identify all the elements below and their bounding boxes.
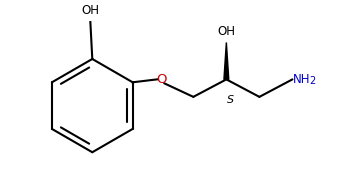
Text: O: O xyxy=(157,73,167,86)
Text: NH: NH xyxy=(293,73,310,86)
Polygon shape xyxy=(224,43,229,79)
Text: 2: 2 xyxy=(309,76,315,86)
Text: OH: OH xyxy=(81,4,99,17)
Text: OH: OH xyxy=(217,25,235,38)
Text: S: S xyxy=(227,95,234,105)
